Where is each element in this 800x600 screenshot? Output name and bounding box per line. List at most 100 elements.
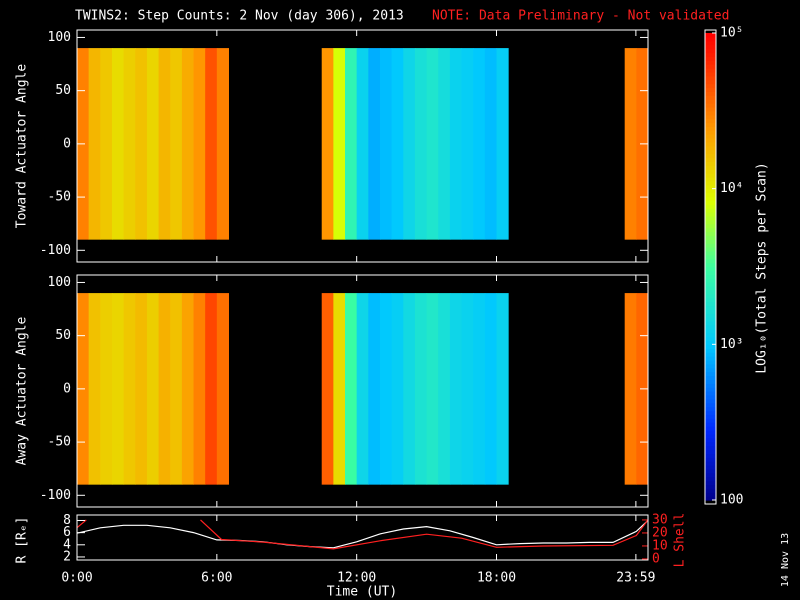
colorbar-step — [705, 449, 716, 454]
colorbar-step — [705, 215, 716, 221]
colorbar-step — [705, 480, 716, 486]
heatmap-cell — [135, 48, 148, 240]
colorbar-step — [705, 437, 716, 443]
chart-title: TWINS2: Step Counts: 2 Nov (day 306), 20… — [75, 9, 404, 24]
y-tick-label: 4 — [63, 537, 71, 552]
colorbar-step — [705, 180, 716, 186]
colorbar-step — [705, 468, 716, 474]
colorbar-step — [705, 99, 716, 104]
colorbar-step — [705, 40, 716, 46]
plot-frame — [76, 29, 649, 263]
heatmap-cell — [216, 48, 229, 240]
heatmap-cell — [321, 48, 334, 240]
colorbar-step — [705, 247, 716, 252]
plot-frame — [76, 274, 649, 508]
colorbar-step — [705, 285, 716, 291]
colorbar-step — [705, 453, 716, 458]
colorbar-step — [705, 114, 716, 120]
heatmap-cell — [111, 48, 125, 240]
colorbar-step — [705, 208, 716, 213]
heatmap-cell — [426, 48, 439, 240]
colorbar-step — [705, 79, 716, 85]
heatmap-cell — [484, 293, 498, 485]
heatmap-cell — [170, 48, 183, 240]
colorbar-step — [705, 68, 716, 73]
heatmap-cell — [403, 48, 416, 240]
colorbar-tick-label: 10⁴ — [720, 181, 743, 196]
heatmap-cell — [88, 293, 101, 485]
heatmap-cell — [379, 48, 393, 240]
y-tick-label: 0 — [63, 381, 71, 396]
colorbar-step — [705, 484, 716, 489]
colorbar-step — [705, 91, 716, 96]
heatmap-cell — [205, 293, 218, 485]
y-tick-label: 100 — [48, 275, 71, 290]
heatmap-cell — [216, 293, 229, 485]
heatmap-cell — [473, 48, 486, 240]
y-tick-label: 100 — [48, 30, 71, 45]
heatmap-cell — [624, 48, 637, 240]
colorbar-step — [705, 391, 716, 396]
colorbar-step — [705, 231, 716, 236]
heatmap-cell — [403, 293, 416, 485]
colorbar-step — [705, 422, 716, 427]
colorbar-step — [705, 394, 716, 400]
colorbar-step — [705, 118, 716, 124]
x-tick-label: 23:59 — [616, 571, 655, 586]
x-tick-label: 12:00 — [337, 571, 376, 586]
colorbar-step — [705, 332, 716, 338]
y2-tick-label: 0 — [652, 551, 660, 566]
colorbar-step — [705, 196, 716, 201]
heatmap-cell — [205, 48, 218, 240]
heatmap-cell — [100, 293, 113, 485]
colorbar-step — [705, 359, 716, 365]
heatmap-cell — [123, 293, 136, 485]
heatmap-cell — [356, 48, 369, 240]
colorbar-step — [705, 138, 716, 143]
colorbar-step — [705, 254, 716, 260]
y-tick-label: -100 — [40, 488, 71, 503]
x-tick-label: 0:00 — [61, 571, 92, 586]
heatmap-cell — [123, 48, 136, 240]
y-axis-label: Toward Actuator Angle — [15, 64, 30, 229]
colorbar-step — [705, 95, 716, 100]
chart-note: NOTE: Data Preliminary - Not validated — [432, 9, 729, 24]
colorbar-step — [705, 457, 716, 462]
colorbar-step — [705, 282, 716, 287]
heatmap-cell — [449, 293, 463, 485]
colorbar-step — [705, 56, 716, 61]
colorbar-step — [705, 212, 716, 217]
heatmap-cell — [473, 293, 486, 485]
colorbar-step — [705, 223, 716, 229]
colorbar-step — [705, 188, 716, 194]
heatmap-cell — [181, 48, 195, 240]
heatmap-cell — [414, 293, 428, 485]
colorbar-step — [705, 387, 716, 392]
heatmap-cell — [356, 293, 369, 485]
x-axis-label: Time (UT) — [327, 585, 397, 600]
y2-tick-label: 30 — [652, 512, 668, 527]
colorbar-step — [705, 352, 716, 357]
heatmap-cell — [193, 293, 206, 485]
colorbar-step — [705, 103, 716, 108]
heatmap-cell — [345, 293, 358, 485]
series-line — [77, 520, 648, 549]
colorbar-frame — [704, 29, 717, 505]
y-tick-label: 50 — [55, 83, 71, 98]
colorbar-step — [705, 383, 716, 388]
colorbar-step — [705, 258, 716, 264]
y-tick-label: 2 — [63, 549, 71, 564]
colorbar-step — [705, 106, 716, 112]
colorbar-step — [705, 64, 716, 69]
colorbar-step — [705, 204, 716, 209]
colorbar-step — [705, 52, 716, 57]
colorbar-step — [705, 239, 716, 244]
colorbar-step — [705, 371, 716, 377]
heatmap-cell — [484, 48, 498, 240]
heatmap-cell — [624, 293, 637, 485]
heatmap-cell — [368, 293, 381, 485]
colorbar-step — [705, 289, 716, 295]
heatmap-cell — [461, 48, 474, 240]
heatmap-cell — [146, 48, 160, 240]
colorbar-step — [705, 250, 716, 256]
